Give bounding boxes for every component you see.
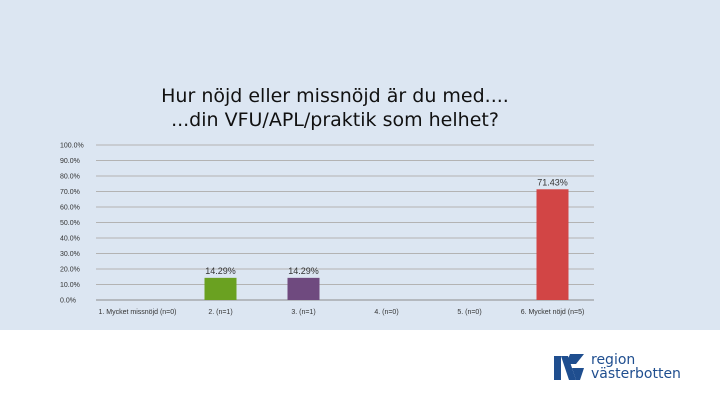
x-tick-label: 2. (n=1) xyxy=(208,309,232,316)
y-tick-label: 0.0% xyxy=(60,298,76,305)
data-label: 14.29% xyxy=(288,266,319,276)
y-tick-label: 90.0% xyxy=(60,158,80,165)
y-tick-label: 10.0% xyxy=(60,282,80,289)
logo-text: region västerbotten xyxy=(591,353,681,381)
y-tick-label: 80.0% xyxy=(60,174,80,181)
x-tick-label: 3. (n=1) xyxy=(291,309,315,316)
y-tick-label: 50.0% xyxy=(60,220,80,227)
x-tick-label: 1. Mycket missnöjd (n=0) xyxy=(99,309,177,316)
data-label: 14.29% xyxy=(205,266,236,276)
bar xyxy=(204,277,237,300)
x-axis-tick-labels: 1. Mycket missnöjd (n=0) 2. (n=1) 3. (n=1)… xyxy=(99,309,585,316)
y-tick-label: 100.0% xyxy=(60,143,84,150)
bars xyxy=(204,189,569,300)
data-labels: 14.29% 14.29% 71.43% xyxy=(205,177,568,276)
x-tick-label: 5. (n=0) xyxy=(457,309,481,316)
x-tick-label: 4. (n=0) xyxy=(374,309,398,316)
y-tick-label: 20.0% xyxy=(60,267,80,274)
chart-title: Hur nöjd eller missnöjd är du med.... ..… xyxy=(100,84,570,132)
slide-background xyxy=(0,0,720,330)
chart-title-line-2: ...din VFU/APL/praktik som helhet? xyxy=(171,109,499,131)
y-tick-label: 30.0% xyxy=(60,251,80,258)
y-axis-tick-labels: 0.0% 10.0% 20.0% 30.0% 40.0% 50.0% 60.0% 70.0% 8… xyxy=(60,143,84,305)
bar-chart: 0.0% 10.0% 20.0% 30.0% 40.0% 50.0% 60.0% 70.0% 8… xyxy=(60,143,594,316)
bar xyxy=(287,277,320,300)
logo-mark-icon xyxy=(554,354,584,380)
gridlines xyxy=(96,144,594,301)
y-tick-label: 70.0% xyxy=(60,189,80,196)
x-tick-label: 6. Mycket nöjd (n=5) xyxy=(521,309,585,316)
bar xyxy=(536,189,569,300)
chart-title-line-1: Hur nöjd eller missnöjd är du med.... xyxy=(161,85,509,107)
logo-text-line-2: västerbotten xyxy=(591,366,681,382)
region-vasterbotten-logo: region västerbotten xyxy=(552,352,702,384)
y-tick-label: 40.0% xyxy=(60,236,80,243)
data-label: 71.43% xyxy=(537,177,568,187)
y-tick-label: 60.0% xyxy=(60,205,80,212)
logo-text-line-1: region xyxy=(591,352,636,368)
